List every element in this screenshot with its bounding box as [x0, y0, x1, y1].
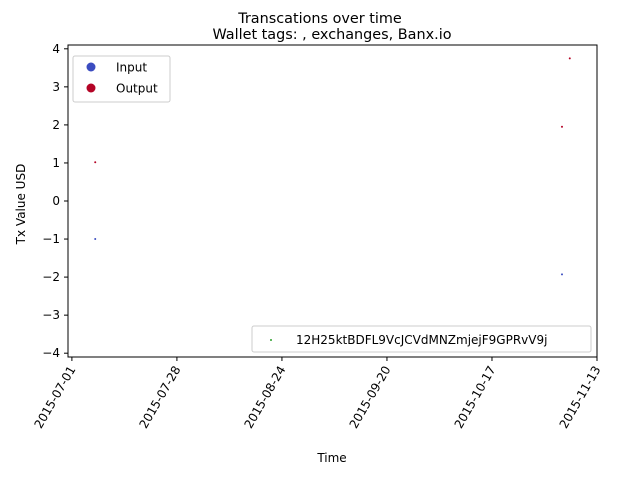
- y-tick-label: 1: [52, 156, 60, 170]
- y-tick-label: 3: [52, 80, 60, 94]
- chart-title: Transcations over time: [237, 11, 402, 27]
- legend-label-input: Input: [116, 61, 147, 75]
- x-tick-label: 2015-07-28: [137, 364, 184, 431]
- x-axis-label: Time: [316, 451, 346, 465]
- legend-address: 12H25ktBDFL9VcJCVdMNZmjejF9GPRvV9j: [251, 325, 592, 353]
- data-points: [94, 57, 571, 276]
- address-legend-marker: [270, 339, 272, 341]
- x-tick-label: 2015-10-17: [452, 364, 499, 431]
- data-point-input: [560, 273, 563, 276]
- data-point-output: [94, 161, 97, 164]
- y-axis-label: Tx Value USD: [14, 164, 28, 246]
- y-tick-label: 2: [52, 118, 60, 132]
- y-tick-label: −2: [42, 270, 60, 284]
- y-tick-label: 0: [52, 194, 60, 208]
- legend-label-output: Output: [116, 82, 158, 96]
- data-point-output: [560, 125, 563, 128]
- x-tick-label: 2015-08-24: [242, 364, 289, 431]
- legend-marker-input: [86, 62, 96, 72]
- data-point-output: [568, 57, 571, 60]
- data-point-input: [94, 238, 97, 241]
- y-tick-label: 4: [52, 42, 60, 56]
- x-axis: 2015-07-01 2015-07-28 2015-08-24 2015-09-20…: [31, 357, 604, 431]
- x-tick-label: 2015-11-13: [557, 364, 604, 431]
- y-tick-label: −4: [42, 346, 60, 360]
- y-tick-label: −1: [42, 232, 60, 246]
- legend-type: Input Output: [72, 55, 171, 103]
- x-tick-label: 2015-09-20: [347, 364, 394, 431]
- legend-frame: [251, 325, 592, 353]
- legend-marker-output: [86, 83, 96, 93]
- address-legend-label: 12H25ktBDFL9VcJCVdMNZmjejF9GPRvV9j: [296, 333, 547, 347]
- y-tick-label: −3: [42, 308, 60, 322]
- legend-frame: [72, 55, 171, 103]
- x-tick-label: 2015-07-01: [31, 364, 78, 431]
- y-axis: −4 −3 −2 −1 0 1 2 3 4: [42, 42, 68, 360]
- chart-subtitle: Wallet tags: , exchanges, Banx.io: [212, 27, 451, 43]
